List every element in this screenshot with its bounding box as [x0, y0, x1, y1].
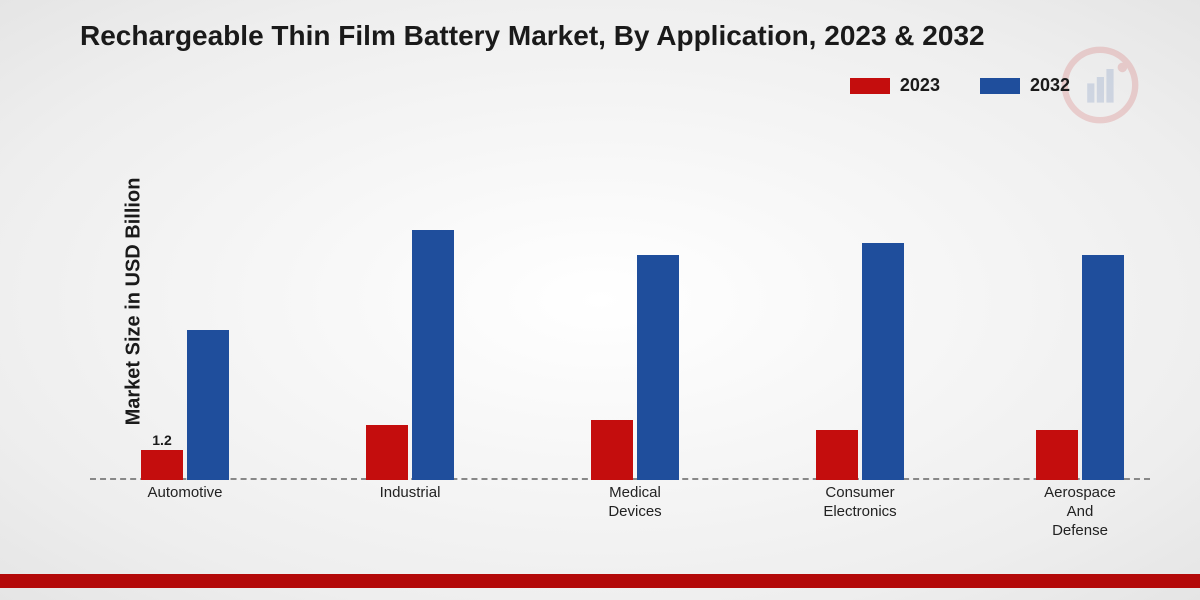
bar-2032	[1082, 255, 1124, 480]
bar-value-label: 1.2	[141, 432, 183, 448]
bar-2023	[366, 425, 408, 480]
chart-title: Rechargeable Thin Film Battery Market, B…	[80, 20, 985, 52]
x-axis-label: AerospaceAndDefense	[1015, 484, 1145, 540]
x-axis-labels: Automotive Industrial MedicalDevices Consum…	[90, 484, 1150, 554]
legend-item-2023: 2023	[850, 75, 940, 96]
bar-2032	[637, 255, 679, 480]
bar-2032	[412, 230, 454, 480]
legend-item-2032: 2032	[980, 75, 1070, 96]
bar-2032	[187, 330, 229, 480]
x-axis-label: MedicalDevices	[570, 484, 700, 522]
bar-group	[591, 130, 679, 480]
bar-2023	[816, 430, 858, 480]
legend: 2023 2032	[850, 75, 1070, 96]
watermark-logo	[1060, 45, 1140, 125]
bar-group	[816, 130, 904, 480]
x-axis-label: Industrial	[345, 484, 475, 503]
bar-2032	[862, 243, 904, 481]
legend-label-2023: 2023	[900, 75, 940, 96]
x-axis-label: ConsumerElectronics	[795, 484, 925, 522]
legend-swatch-2032	[980, 78, 1020, 94]
bar-2023	[591, 420, 633, 480]
footer-bar	[0, 574, 1200, 588]
bar-group: 1.2	[141, 130, 229, 480]
bar-2023	[1036, 430, 1078, 480]
bar-group	[1036, 130, 1124, 480]
x-axis-label: Automotive	[120, 484, 250, 503]
legend-swatch-2023	[850, 78, 890, 94]
plot-area: 1.2	[90, 130, 1150, 480]
legend-label-2032: 2032	[1030, 75, 1070, 96]
bar-group	[366, 130, 454, 480]
bar-2023	[141, 450, 183, 480]
